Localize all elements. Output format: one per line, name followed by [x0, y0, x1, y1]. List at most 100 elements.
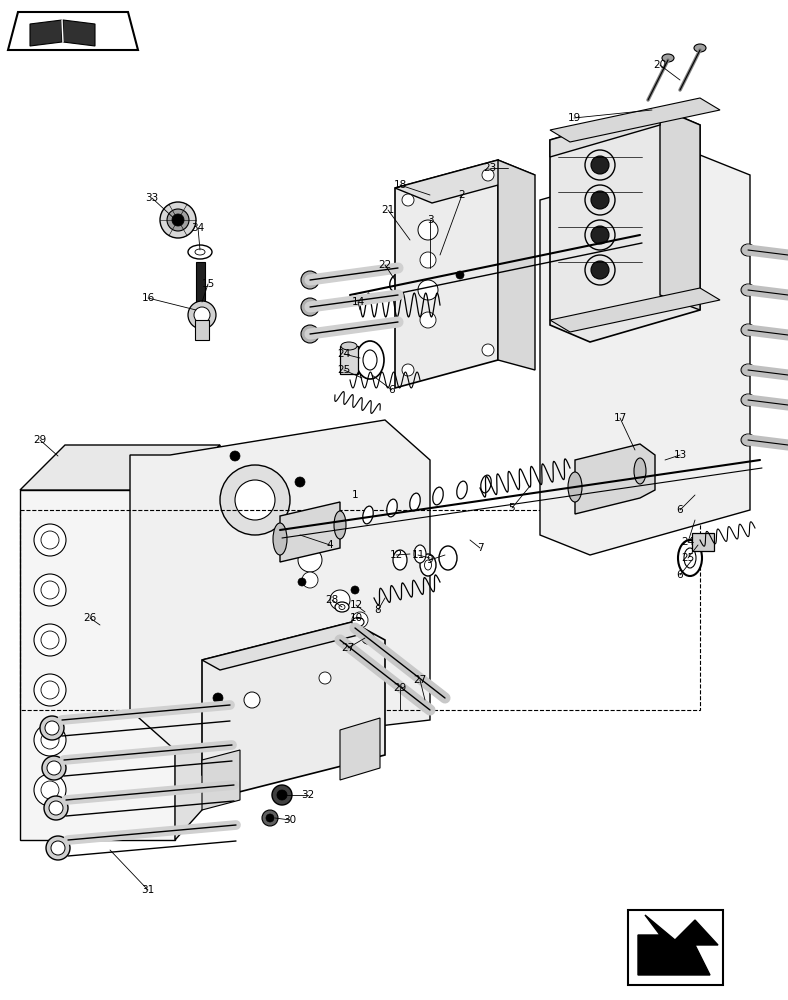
Ellipse shape	[741, 364, 755, 376]
Ellipse shape	[352, 617, 364, 626]
Polygon shape	[202, 750, 240, 810]
Polygon shape	[638, 915, 718, 975]
Circle shape	[272, 785, 292, 805]
Text: 6: 6	[388, 385, 396, 395]
Circle shape	[244, 692, 260, 708]
Circle shape	[172, 214, 184, 226]
Text: 10: 10	[349, 613, 362, 623]
Circle shape	[34, 574, 66, 606]
Circle shape	[34, 724, 66, 756]
Circle shape	[420, 312, 436, 328]
Text: 7: 7	[477, 543, 483, 553]
Text: 34: 34	[191, 223, 205, 233]
Bar	[20, 510, 700, 710]
Circle shape	[235, 480, 275, 520]
Text: 25: 25	[682, 553, 695, 563]
Circle shape	[41, 631, 59, 649]
Ellipse shape	[741, 434, 755, 446]
Circle shape	[302, 572, 318, 588]
Bar	[340, 346, 358, 374]
Text: 8: 8	[374, 605, 381, 615]
Text: 26: 26	[84, 613, 97, 623]
Circle shape	[188, 301, 216, 329]
Ellipse shape	[356, 341, 384, 379]
Polygon shape	[540, 155, 750, 555]
Polygon shape	[175, 445, 220, 840]
Polygon shape	[280, 502, 340, 562]
Circle shape	[49, 801, 63, 815]
Text: 28: 28	[325, 595, 339, 605]
Ellipse shape	[741, 244, 755, 256]
Polygon shape	[63, 20, 95, 46]
Circle shape	[41, 531, 59, 549]
Text: 18: 18	[393, 180, 407, 190]
Ellipse shape	[414, 545, 426, 563]
Ellipse shape	[429, 265, 440, 281]
Text: 4: 4	[327, 540, 333, 550]
Circle shape	[295, 477, 305, 487]
Polygon shape	[550, 108, 700, 342]
Ellipse shape	[591, 261, 609, 279]
Circle shape	[362, 632, 374, 644]
Circle shape	[160, 202, 196, 238]
Polygon shape	[660, 108, 700, 310]
Circle shape	[41, 581, 59, 599]
Polygon shape	[550, 108, 660, 157]
Text: 20: 20	[653, 60, 667, 70]
Polygon shape	[340, 718, 380, 780]
Text: 21: 21	[381, 205, 395, 215]
Text: 12: 12	[349, 600, 362, 610]
Circle shape	[220, 465, 290, 535]
Ellipse shape	[363, 350, 377, 370]
Ellipse shape	[591, 156, 609, 174]
Polygon shape	[498, 160, 535, 370]
Bar	[196, 262, 205, 302]
Text: 1: 1	[351, 490, 359, 500]
Circle shape	[44, 796, 68, 820]
Circle shape	[213, 693, 223, 703]
Circle shape	[230, 451, 240, 461]
Polygon shape	[130, 420, 430, 750]
Ellipse shape	[420, 554, 436, 576]
Circle shape	[46, 836, 70, 860]
Polygon shape	[30, 20, 62, 46]
Polygon shape	[395, 160, 535, 203]
Circle shape	[319, 672, 331, 684]
Ellipse shape	[585, 220, 615, 250]
Ellipse shape	[425, 560, 432, 570]
Ellipse shape	[387, 499, 397, 517]
Ellipse shape	[439, 546, 457, 570]
Ellipse shape	[362, 506, 374, 524]
Circle shape	[51, 841, 65, 855]
Circle shape	[277, 790, 287, 800]
Polygon shape	[575, 444, 655, 514]
Ellipse shape	[334, 511, 346, 539]
Text: 22: 22	[378, 260, 392, 270]
Circle shape	[40, 716, 64, 740]
Text: 29: 29	[393, 683, 407, 693]
Polygon shape	[8, 12, 138, 50]
Text: 27: 27	[341, 643, 355, 653]
Circle shape	[42, 756, 66, 780]
Text: 6: 6	[677, 570, 683, 580]
Ellipse shape	[634, 458, 646, 484]
Ellipse shape	[335, 602, 349, 612]
Text: 24: 24	[337, 349, 351, 359]
Circle shape	[298, 578, 306, 586]
Ellipse shape	[585, 185, 615, 215]
Ellipse shape	[585, 255, 615, 285]
Text: 30: 30	[284, 815, 296, 825]
Text: 3: 3	[426, 215, 433, 225]
Circle shape	[34, 774, 66, 806]
Text: 15: 15	[202, 279, 214, 289]
Ellipse shape	[684, 548, 696, 568]
Text: 12: 12	[389, 550, 403, 560]
Ellipse shape	[662, 54, 674, 62]
Ellipse shape	[393, 550, 407, 570]
Text: 14: 14	[351, 297, 365, 307]
Circle shape	[41, 781, 59, 799]
Circle shape	[167, 209, 189, 231]
Circle shape	[402, 364, 414, 376]
Polygon shape	[20, 445, 220, 490]
Text: 24: 24	[682, 537, 695, 547]
